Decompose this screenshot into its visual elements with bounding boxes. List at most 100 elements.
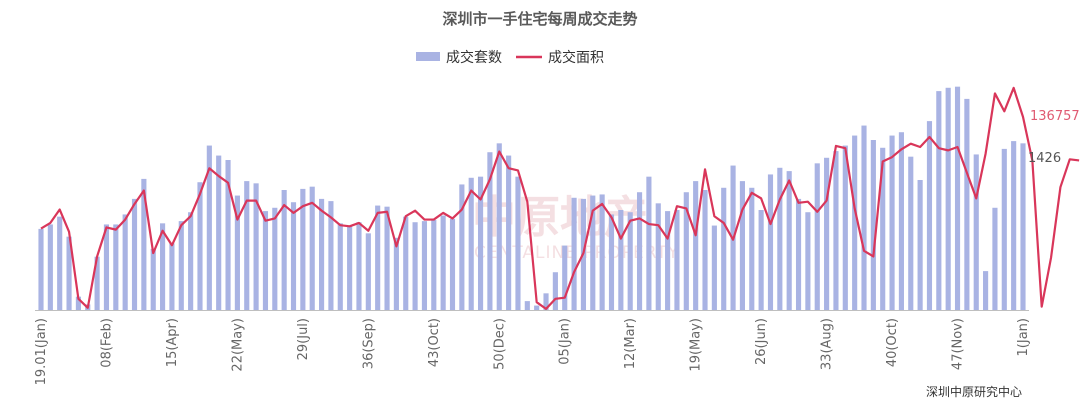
bar: [47, 224, 53, 310]
bar: [384, 206, 390, 310]
bar: [347, 225, 353, 310]
bar: [328, 201, 334, 310]
bar: [758, 210, 764, 310]
bar: [206, 145, 212, 310]
bar: [945, 87, 951, 310]
bar: [711, 225, 717, 310]
bar: [468, 177, 474, 310]
legend-bar-label: 成交套数: [446, 49, 502, 66]
x-tick-label: 12(Mar): [623, 318, 638, 369]
x-tick-label: 1(Jan): [1016, 318, 1031, 356]
bar: [973, 154, 979, 310]
bar: [141, 178, 147, 310]
x-tick-label: 50(Dec): [492, 318, 507, 370]
x-tick-label: 40(Oct): [885, 318, 900, 367]
legend: 成交套数 成交面积: [416, 49, 604, 66]
bar: [272, 207, 278, 310]
bar: [777, 167, 783, 310]
bar: [683, 192, 689, 310]
x-tick-label: 36(Sep): [361, 318, 376, 369]
x-tick-label: 47(Nov): [951, 318, 966, 370]
bar: [431, 220, 437, 310]
x-tick-label: 08(Feb): [100, 318, 115, 368]
bar: [375, 205, 381, 310]
bar: [786, 171, 792, 310]
bar: [926, 121, 933, 310]
chart-title: 深圳市一手住宅每周成交走势: [442, 10, 637, 28]
bar: [721, 187, 727, 310]
bar: [412, 222, 418, 310]
bar: [487, 152, 493, 310]
bar: [506, 155, 512, 310]
bar: [160, 223, 166, 310]
bar: [253, 183, 259, 310]
bar: [403, 216, 409, 310]
x-tick-label: 26(Jun): [754, 318, 769, 365]
bar: [197, 182, 203, 310]
bar: [178, 221, 184, 310]
bar: [309, 186, 315, 310]
bar: [749, 187, 755, 310]
bar: [795, 198, 802, 310]
bar: [992, 207, 998, 310]
bar: [57, 216, 63, 310]
bar: [103, 224, 110, 310]
bar: [543, 293, 549, 310]
bar: [38, 228, 44, 310]
bar: [188, 212, 194, 310]
bar: [646, 176, 652, 310]
bar: [908, 156, 914, 310]
legend-bar-swatch: [416, 52, 440, 61]
bar: [94, 256, 100, 310]
line-last-label: 136757: [1030, 109, 1080, 124]
bar: [702, 190, 708, 310]
bar: [150, 248, 156, 310]
bar: [169, 243, 175, 310]
bar: [599, 194, 605, 310]
bar: [814, 163, 820, 310]
bar: [225, 160, 231, 310]
bar: [356, 222, 362, 310]
x-tick-label: 22(May): [230, 318, 245, 372]
x-tick-label: 15(Apr): [165, 318, 180, 367]
bar: [515, 176, 521, 310]
bar-last-label: 1426: [1028, 151, 1061, 166]
bar: [880, 147, 886, 310]
bar: [618, 210, 624, 310]
bar: [739, 181, 745, 310]
bar: [319, 198, 325, 310]
bar: [898, 132, 904, 310]
x-tick-label: 05(Jan): [558, 318, 573, 365]
bar: [122, 214, 128, 310]
bar: [216, 155, 222, 310]
bar: [655, 203, 661, 310]
bar: [421, 221, 428, 310]
bar: [393, 237, 399, 310]
bar: [131, 198, 138, 310]
bar: [693, 181, 699, 310]
bar: [459, 184, 465, 310]
source-note: 深圳中原研究中心: [926, 384, 1022, 399]
bar: [889, 135, 895, 310]
x-tick-label: 19(May): [689, 318, 704, 372]
bar: [627, 212, 633, 310]
bar: [936, 91, 942, 310]
bar: [665, 211, 671, 310]
bar: [824, 157, 830, 310]
bar: [477, 176, 484, 310]
x-tick-label: 33(Aug): [820, 318, 835, 370]
bar: [1001, 148, 1007, 310]
bar: [365, 233, 371, 310]
bar: [244, 181, 250, 310]
bar: [75, 296, 81, 310]
bar: [590, 195, 596, 310]
bar: [262, 211, 269, 310]
bar: [66, 236, 72, 310]
bar: [1011, 141, 1017, 310]
x-tick-label: 43(Oct): [427, 318, 442, 367]
bar: [290, 202, 297, 310]
line-series: [40, 86, 1080, 310]
bar: [833, 151, 839, 310]
bar: [113, 224, 119, 310]
